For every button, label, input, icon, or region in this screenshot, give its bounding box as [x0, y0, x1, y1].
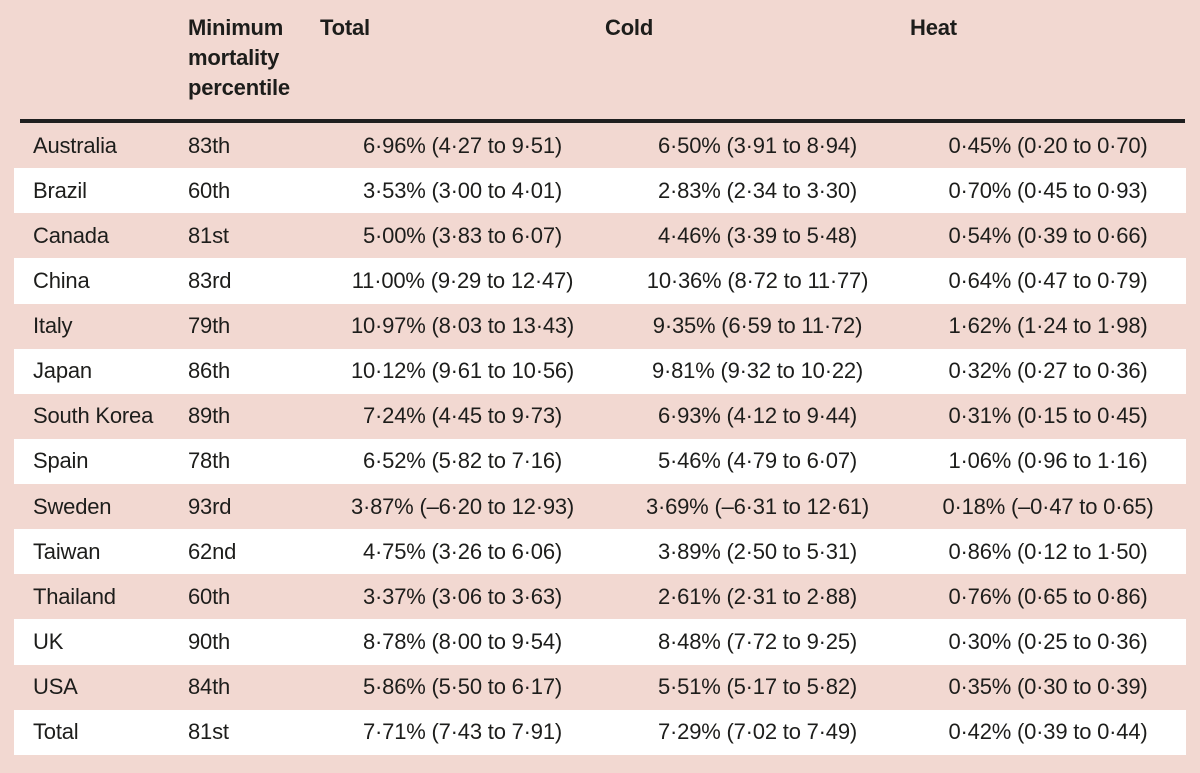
table-row: South Korea 89th 7·24% (4·45 to 9·73) 6·93%… — [14, 394, 1186, 439]
total-cell: 3·87% (–6·20 to 12·93) — [350, 493, 575, 519]
percentile-cell: 83rd — [188, 267, 232, 293]
total-cell: 7·24% (4·45 to 9·73) — [363, 403, 562, 429]
cold-cell: 9·35% (6·59 to 11·72) — [652, 313, 863, 339]
column-header-cold: Cold — [605, 15, 654, 40]
cold-cell: 2·83% (2·34 to 3·30) — [658, 177, 857, 203]
heat-cell: 1·06% (0·96 to 1·16) — [948, 448, 1148, 474]
total-cell: 8·78% (8·00 to 9·54) — [363, 628, 562, 654]
cold-cell: 9·81% (9·32 to 10·22) — [651, 358, 864, 384]
cold-cell: 6·93% (4·12 to 9·44) — [658, 403, 857, 429]
heat-cell: 0·31% (0·15 to 0·45) — [948, 403, 1148, 429]
heat-cell: 0·32% (0·27 to 0·36) — [948, 358, 1148, 384]
heat-cell: 0·35% (0·30 to 0·39) — [948, 674, 1148, 700]
total-cell: 11·00% (9·29 to 12·47) — [351, 267, 574, 293]
heat-cell: 0·86% (0·12 to 1·50) — [948, 538, 1148, 564]
total-cell: 4·75% (3·26 to 6·06) — [363, 538, 562, 564]
country-cell: Canada — [33, 222, 109, 248]
column-header-total: Total — [320, 15, 370, 40]
table-row: Sweden 93rd 3·87% (–6·20 to 12·93) 3·69% (–… — [14, 484, 1186, 529]
cold-cell: 8·48% (7·72 to 9·25) — [658, 628, 857, 654]
total-cell: 10·12% (9·61 to 10·56) — [350, 358, 575, 384]
country-cell: UK — [33, 628, 64, 654]
percentile-cell: 81st — [188, 719, 229, 745]
heat-cell: 0·42% (0·39 to 0·44) — [948, 719, 1148, 745]
country-cell: Brazil — [33, 177, 87, 203]
percentile-cell: 90th — [188, 628, 231, 654]
cold-cell: 3·89% (2·50 to 5·31) — [658, 538, 857, 564]
heat-cell: 0·64% (0·47 to 0·79) — [948, 267, 1148, 293]
heat-cell: 0·30% (0·25 to 0·36) — [948, 628, 1148, 654]
percentile-cell: 84th — [188, 674, 231, 700]
heat-cell: 0·45% (0·20 to 0·70) — [948, 132, 1148, 158]
total-cell: 6·96% (4·27 to 9·51) — [363, 132, 562, 158]
percentile-cell: 86th — [188, 358, 231, 384]
country-cell: Japan — [33, 358, 92, 384]
table-row: Japan 86th 10·12% (9·61 to 10·56) 9·81% (9·… — [14, 348, 1186, 394]
total-cell: 5·86% (5·50 to 6·17) — [363, 674, 562, 700]
table-row: Italy 79th 10·97% (8·03 to 13·43) 9·35% (6·… — [14, 304, 1186, 349]
cold-cell: 6·50% (3·91 to 8·94) — [658, 132, 857, 158]
heat-cell: 0·76% (0·65 to 0·86) — [948, 583, 1148, 609]
column-header-country — [14, 0, 188, 119]
table-row: Taiwan 62nd 4·75% (3·26 to 6·06) 3·89% (2·5… — [14, 529, 1186, 575]
percentile-cell: 93rd — [188, 493, 232, 519]
table-row: USA 84th 5·86% (5·50 to 6·17) 5·51% (5·17 t… — [14, 665, 1186, 710]
cold-cell: 5·51% (5·17 to 5·82) — [658, 674, 857, 700]
column-header-percentile: Minimum mortality percentile — [188, 15, 290, 100]
total-cell: 3·53% (3·00 to 4·01) — [363, 177, 562, 203]
country-cell: Thailand — [33, 583, 116, 609]
percentile-cell: 60th — [188, 583, 231, 609]
table-row: UK 90th 8·78% (8·00 to 9·54) 8·48% (7·72 to… — [14, 619, 1186, 665]
heat-cell: 1·62% (1·24 to 1·98) — [948, 313, 1148, 339]
country-cell: Italy — [33, 313, 73, 339]
total-cell: 7·71% (7·43 to 7·91) — [363, 719, 562, 745]
table-row: China 83rd 11·00% (9·29 to 12·47) 10·36% (8… — [14, 258, 1186, 304]
table-row: Thailand 60th 3·37% (3·06 to 3·63) 2·61% (2… — [14, 574, 1186, 619]
table-header-row: Minimum mortality percentile Total Cold … — [14, 0, 1186, 119]
column-header-heat: Heat — [910, 15, 957, 40]
percentile-cell: 89th — [188, 403, 231, 429]
cold-cell: 2·61% (2·31 to 2·88) — [658, 583, 857, 609]
cold-cell: 3·69% (–6·31 to 12·61) — [645, 493, 870, 519]
country-cell: Taiwan — [33, 538, 101, 564]
total-cell: 6·52% (5·82 to 7·16) — [363, 448, 562, 474]
table-rows: Australia 83th 6·96% (4·27 to 9·51) 6·50% (… — [14, 123, 1186, 755]
country-cell: Total — [33, 719, 79, 745]
table-row: Canada 81st 5·00% (3·83 to 6·07) 4·46% (3·3… — [14, 213, 1186, 258]
heat-cell: 0·54% (0·39 to 0·66) — [948, 222, 1148, 248]
cold-cell: 4·46% (3·39 to 5·48) — [658, 222, 857, 248]
total-cell: 5·00% (3·83 to 6·07) — [363, 222, 562, 248]
table-row: Spain 78th 6·52% (5·82 to 7·16) 5·46% (4·79… — [14, 438, 1186, 484]
country-cell: USA — [33, 674, 78, 700]
percentile-cell: 60th — [188, 177, 231, 203]
table-row: Australia 83th 6·96% (4·27 to 9·51) 6·50% (… — [14, 123, 1186, 168]
heat-cell: 0·70% (0·45 to 0·93) — [948, 177, 1148, 203]
total-cell: 3·37% (3·06 to 3·63) — [363, 583, 562, 609]
country-cell: Australia — [33, 132, 117, 158]
heat-cell: 0·18% (–0·47 to 0·65) — [942, 493, 1154, 519]
country-cell: Sweden — [33, 493, 112, 519]
header-divider-rule — [20, 119, 1185, 123]
cold-cell: 10·36% (8·72 to 11·77) — [646, 267, 869, 293]
country-cell: South Korea — [33, 403, 154, 429]
percentile-cell: 79th — [188, 313, 231, 339]
country-cell: China — [33, 267, 90, 293]
percentile-cell: 81st — [188, 222, 229, 248]
country-cell: Spain — [33, 448, 89, 474]
percentile-cell: 62nd — [188, 538, 237, 564]
cold-cell: 5·46% (4·79 to 6·07) — [658, 448, 857, 474]
percentile-cell: 78th — [188, 448, 231, 474]
total-cell: 10·97% (8·03 to 13·43) — [350, 313, 575, 339]
cold-cell: 7·29% (7·02 to 7·49) — [658, 719, 857, 745]
table-row: Brazil 60th 3·53% (3·00 to 4·01) 2·83% (2·3… — [14, 168, 1186, 214]
table-row: Total 81st 7·71% (7·43 to 7·91) 7·29% (7·02… — [14, 709, 1186, 755]
percentile-cell: 83th — [188, 132, 231, 158]
